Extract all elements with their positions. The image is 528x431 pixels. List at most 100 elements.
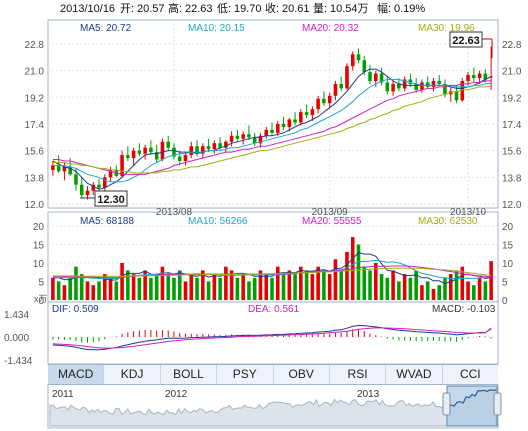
volume-bar (235, 277, 240, 300)
volume-bar (137, 277, 142, 300)
candle-body (229, 135, 234, 142)
candle-body (327, 95, 332, 104)
header-open-label: 开: (120, 3, 134, 15)
price-panel-frame (47, 19, 499, 209)
price-ytick-left: 12.0 (25, 200, 45, 211)
price-ytick-left: 19.2 (25, 93, 45, 104)
navigator-year-label: 2011 (52, 389, 74, 400)
volume-bar (477, 277, 482, 300)
price-grid (48, 20, 498, 208)
price-ma5-line (52, 68, 492, 190)
candle-body (172, 147, 176, 157)
volume-ytick-left: 20 (33, 222, 45, 233)
volume-bar (172, 277, 176, 300)
volume-bar (108, 277, 113, 300)
candle-body (420, 82, 424, 90)
candle-body (206, 146, 211, 150)
volume-bar (443, 277, 447, 300)
macd-histogram (52, 329, 492, 343)
price-ytick-right: 12.0 (502, 200, 522, 211)
volume-bar (201, 270, 205, 300)
volume-bar (166, 274, 170, 300)
candle-body (414, 83, 418, 90)
volume-bar (62, 285, 67, 300)
price-ytick-right: 17.4 (502, 120, 522, 131)
header-open: 20.57 (137, 3, 165, 15)
volume-bar (408, 277, 413, 300)
tab-macd[interactable]: MACD (48, 365, 105, 384)
macd-legend-dea: DEA: 0.561 (248, 304, 300, 315)
volume-bar (293, 274, 297, 300)
candle-body (408, 79, 413, 84)
volume-bar (154, 274, 159, 300)
macd-legend-dif: DIF: 0.509 (52, 304, 99, 315)
volume-bar (189, 274, 194, 300)
date-tick-label: 2013/10 (450, 207, 487, 218)
price-ma20-line (52, 80, 492, 175)
tab-boll[interactable]: BOLL (161, 365, 218, 384)
navigator-right-handle[interactable] (493, 392, 502, 416)
price-legend-ma30: MA30: 19.96 (418, 23, 475, 34)
candle-body (391, 83, 395, 92)
candle-body (368, 72, 372, 81)
price-ytick-right: 22.8 (502, 40, 522, 51)
candle-body (345, 66, 349, 89)
volume-bar (212, 274, 217, 300)
tab-cci[interactable]: CCI (459, 367, 481, 381)
volume-bar (177, 270, 182, 300)
candle-body (62, 166, 67, 172)
navigator-window[interactable] (446, 385, 498, 427)
candle-body (120, 155, 124, 176)
header-change-label: 幅: (377, 2, 391, 15)
date-axis: 2013/08 2013/09 2013/10 (156, 207, 487, 218)
navigator-left-handle[interactable] (442, 392, 451, 416)
candle-body (385, 82, 390, 92)
volume-bar (460, 266, 465, 300)
volume-bar (264, 274, 269, 300)
candle-body (299, 112, 303, 123)
candle-body (397, 83, 401, 89)
candle-body (437, 80, 442, 84)
price-legend-ma20: MA20: 20.32 (302, 23, 359, 34)
volume-bar (483, 281, 488, 300)
navigator-window-line (447, 389, 497, 408)
macd-lines (52, 324, 492, 351)
candle-body (201, 146, 205, 154)
volume-ytick-left: 0 (38, 296, 44, 307)
max-callout-value: 22.63 (452, 35, 480, 47)
candle-body (402, 79, 407, 89)
max-callout-box (449, 31, 483, 48)
candle-body (51, 165, 55, 170)
volume-bar (195, 277, 199, 300)
volume-bar (247, 281, 251, 300)
price-ytick-left: 22.8 (25, 40, 45, 51)
volume-bar (425, 281, 430, 300)
volume-bar (327, 274, 332, 300)
volume-bar (316, 266, 320, 300)
tab-rsi[interactable]: RSI (330, 365, 387, 384)
header-close: 20.61 (282, 3, 310, 15)
header-volume: 10.54万 (330, 3, 369, 15)
volume-bar (275, 266, 280, 300)
candle-body (189, 146, 194, 156)
candle-body (333, 83, 338, 96)
tab-psy[interactable]: PSY (217, 365, 274, 384)
volume-bar (466, 281, 470, 300)
candle-body (293, 119, 297, 123)
tab-obv[interactable]: OBV (274, 365, 330, 384)
candle-body (374, 73, 378, 81)
price-ma10-line (52, 79, 492, 183)
tab-kdj[interactable]: KDJ (104, 365, 161, 384)
candle-body (154, 152, 159, 160)
candle-body (137, 150, 142, 154)
macd-dif-line (52, 324, 492, 351)
candle-body (316, 98, 320, 110)
tab-wvad[interactable]: WVAD (386, 365, 443, 384)
indicator-tabs: MACD KDJ BOLL PSY OBV RSI WVAD CCI (48, 364, 498, 385)
candle-body (483, 73, 488, 80)
volume-bar (454, 270, 459, 300)
volume-legend-ma30: MA30: 62530 (418, 216, 478, 227)
candle-body (74, 174, 78, 185)
macd-ytick: -1.434 (4, 356, 33, 367)
